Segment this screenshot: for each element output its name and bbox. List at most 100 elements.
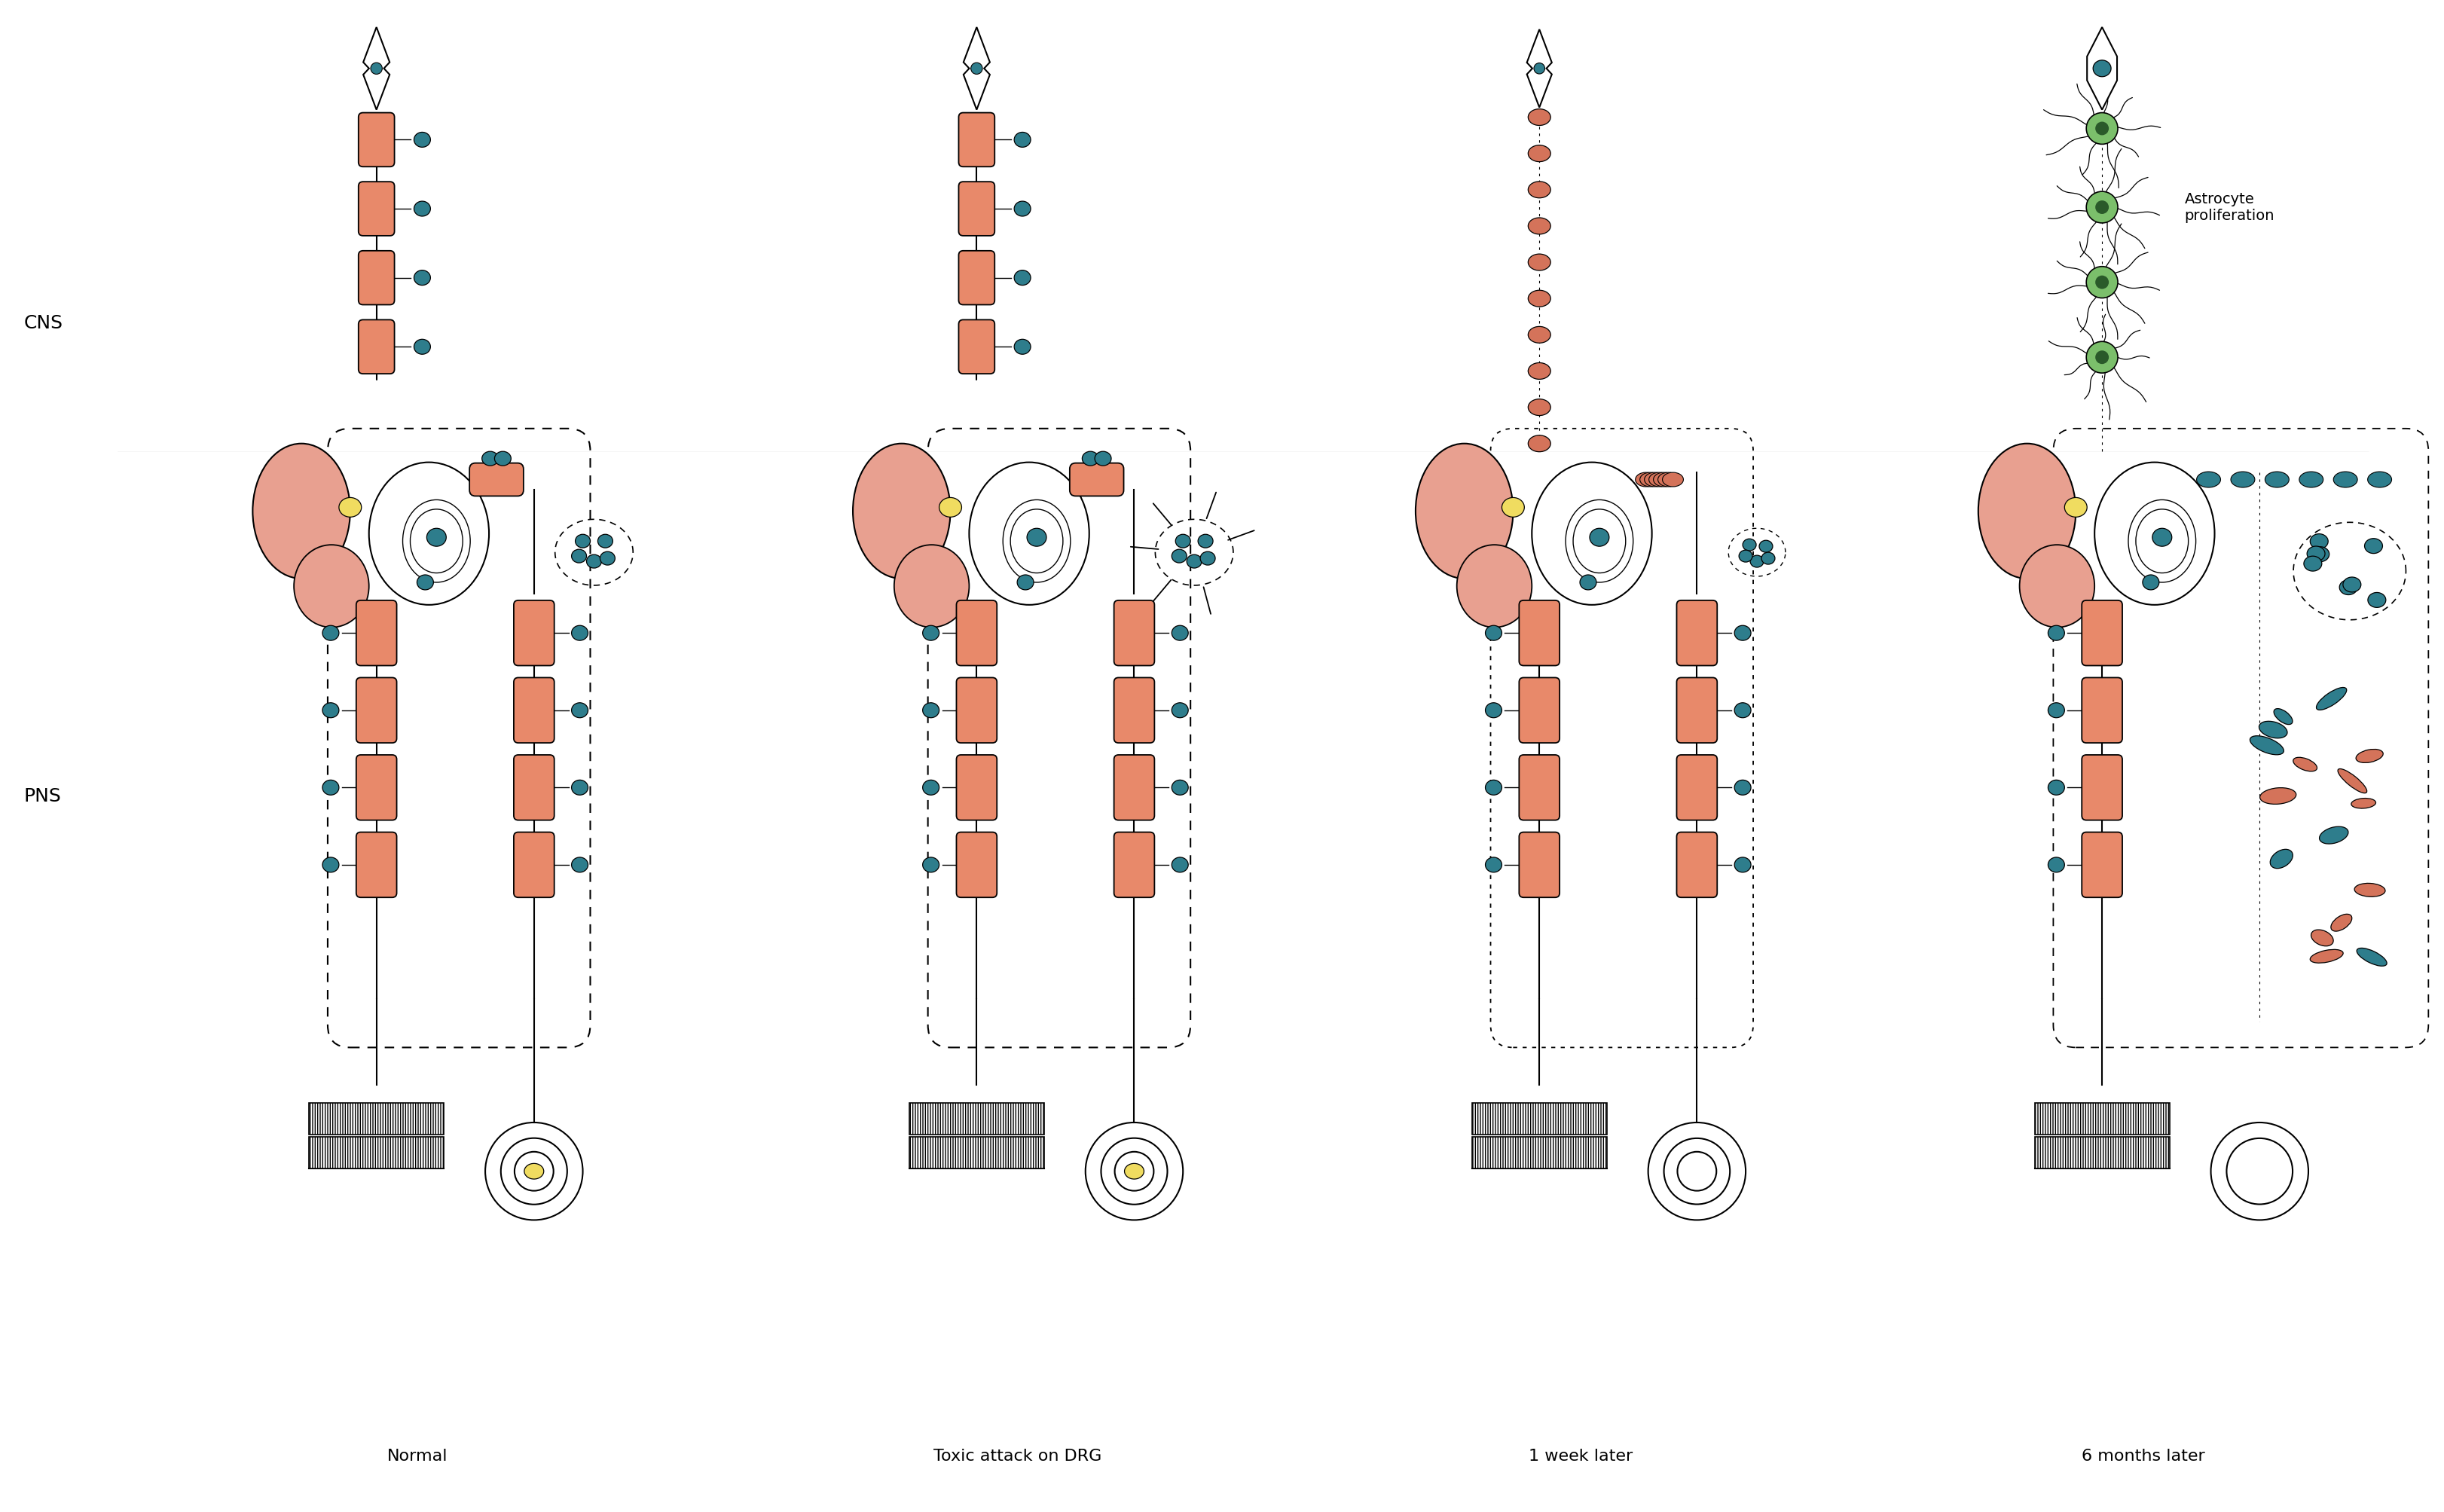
Ellipse shape: [2368, 593, 2385, 608]
FancyBboxPatch shape: [1677, 600, 1718, 665]
Ellipse shape: [2354, 883, 2385, 897]
Bar: [909, 1102, 1044, 1134]
Ellipse shape: [2273, 709, 2292, 724]
Ellipse shape: [1171, 780, 1188, 795]
Ellipse shape: [494, 452, 511, 466]
Ellipse shape: [1188, 555, 1202, 569]
FancyBboxPatch shape: [958, 113, 995, 166]
Ellipse shape: [1198, 534, 1212, 547]
FancyBboxPatch shape: [1677, 754, 1718, 820]
Ellipse shape: [2300, 472, 2324, 487]
Ellipse shape: [1567, 500, 1633, 582]
Text: 1 week later: 1 week later: [1528, 1448, 1633, 1464]
FancyBboxPatch shape: [357, 832, 396, 898]
Circle shape: [2087, 192, 2119, 222]
Ellipse shape: [1532, 463, 1652, 605]
Ellipse shape: [1528, 181, 1549, 198]
FancyBboxPatch shape: [359, 181, 393, 236]
Ellipse shape: [371, 62, 381, 74]
FancyBboxPatch shape: [1677, 832, 1718, 898]
Ellipse shape: [1640, 472, 1662, 487]
Ellipse shape: [2332, 915, 2351, 931]
Ellipse shape: [2307, 546, 2324, 561]
Ellipse shape: [2292, 758, 2317, 771]
Polygon shape: [364, 27, 389, 110]
FancyBboxPatch shape: [956, 677, 997, 742]
FancyBboxPatch shape: [357, 600, 396, 665]
Ellipse shape: [601, 552, 616, 565]
Ellipse shape: [2363, 538, 2383, 553]
FancyBboxPatch shape: [359, 251, 393, 305]
Ellipse shape: [293, 544, 369, 627]
Ellipse shape: [1017, 575, 1034, 590]
Ellipse shape: [2153, 528, 2173, 546]
Ellipse shape: [1645, 472, 1664, 487]
FancyBboxPatch shape: [357, 754, 396, 820]
Ellipse shape: [2136, 510, 2187, 573]
Polygon shape: [963, 27, 990, 110]
Ellipse shape: [413, 271, 430, 286]
Ellipse shape: [1635, 472, 1657, 487]
FancyBboxPatch shape: [359, 319, 393, 373]
Circle shape: [2095, 275, 2109, 289]
Bar: [2033, 1102, 2170, 1134]
Ellipse shape: [2095, 463, 2214, 605]
Ellipse shape: [2339, 768, 2366, 794]
Ellipse shape: [1657, 472, 1679, 487]
FancyBboxPatch shape: [1114, 600, 1154, 665]
Ellipse shape: [1760, 540, 1772, 552]
FancyBboxPatch shape: [2082, 677, 2121, 742]
Ellipse shape: [1528, 327, 1549, 343]
Ellipse shape: [574, 534, 591, 547]
Ellipse shape: [1486, 703, 1503, 718]
Ellipse shape: [1528, 145, 1549, 162]
Ellipse shape: [2339, 579, 2358, 594]
Ellipse shape: [2310, 950, 2344, 963]
Ellipse shape: [2258, 721, 2288, 738]
Ellipse shape: [1735, 703, 1750, 718]
Ellipse shape: [924, 703, 938, 718]
Ellipse shape: [2310, 534, 2329, 549]
Bar: [308, 1137, 445, 1169]
Ellipse shape: [323, 703, 340, 718]
Ellipse shape: [1574, 510, 1625, 573]
Ellipse shape: [1486, 857, 1503, 872]
Ellipse shape: [1014, 271, 1031, 286]
Ellipse shape: [587, 555, 601, 569]
Text: 6 months later: 6 months later: [2082, 1448, 2204, 1464]
Polygon shape: [1528, 29, 1552, 107]
Ellipse shape: [1740, 550, 1752, 562]
FancyBboxPatch shape: [2082, 600, 2121, 665]
Ellipse shape: [2319, 827, 2349, 844]
Ellipse shape: [1528, 435, 1549, 452]
Bar: [2033, 1137, 2170, 1169]
FancyBboxPatch shape: [1520, 832, 1559, 898]
Ellipse shape: [924, 626, 938, 641]
Ellipse shape: [1171, 857, 1188, 872]
Text: Astrocyte
proliferation: Astrocyte proliferation: [2185, 192, 2275, 222]
Ellipse shape: [2231, 472, 2256, 487]
Circle shape: [2087, 113, 2119, 144]
Ellipse shape: [418, 575, 433, 590]
FancyBboxPatch shape: [1070, 463, 1124, 496]
Ellipse shape: [411, 510, 462, 573]
Ellipse shape: [2266, 472, 2290, 487]
Ellipse shape: [1415, 443, 1513, 579]
Ellipse shape: [1528, 254, 1549, 271]
FancyBboxPatch shape: [359, 113, 393, 166]
Ellipse shape: [2019, 544, 2095, 627]
Ellipse shape: [2351, 798, 2376, 809]
Ellipse shape: [252, 443, 349, 579]
Text: Toxic attack on DRG: Toxic attack on DRG: [934, 1448, 1102, 1464]
Circle shape: [2087, 266, 2119, 298]
FancyBboxPatch shape: [1520, 754, 1559, 820]
Ellipse shape: [1014, 132, 1031, 147]
FancyBboxPatch shape: [1114, 677, 1154, 742]
Circle shape: [2087, 342, 2119, 373]
Ellipse shape: [572, 857, 589, 872]
Ellipse shape: [323, 780, 340, 795]
FancyBboxPatch shape: [513, 600, 555, 665]
Ellipse shape: [1528, 218, 1549, 234]
Ellipse shape: [2048, 857, 2065, 872]
Ellipse shape: [572, 703, 589, 718]
